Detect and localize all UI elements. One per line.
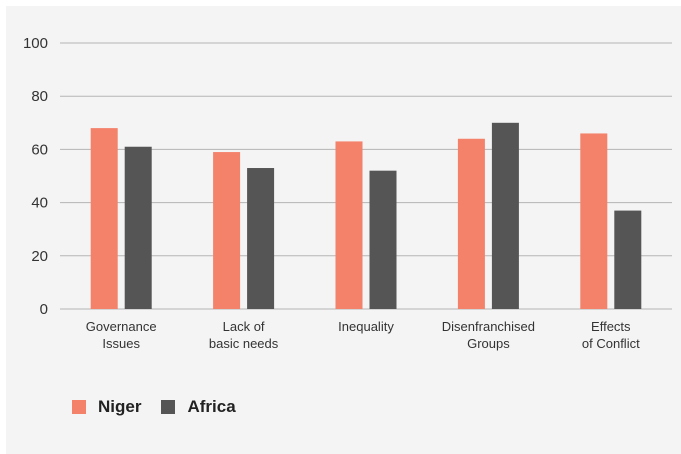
legend-item-niger: Niger (72, 397, 141, 417)
x-tick-label-governance-issues: Governance Issues (86, 319, 157, 351)
x-tick-label-disenfranchised-groups: Disenfranchised Groups (442, 319, 535, 351)
y-tick-label-60: 60 (31, 141, 48, 158)
x-tick-label-line: Lack of (223, 319, 265, 334)
bar-niger-governance-issues (90, 128, 118, 309)
x-tick-label-line: Disenfranchised (442, 319, 535, 334)
y-axis: 0 20 40 60 80 100 (23, 35, 48, 318)
bar-africa-inequality (369, 170, 397, 309)
bar-africa-effects-of-conflict (614, 210, 642, 309)
y-tick-label-100: 100 (23, 35, 48, 52)
x-tick-label-effects-of-conflict: Effects of Conflict (582, 319, 640, 351)
bar-niger-effects-of-conflict (580, 133, 608, 309)
bar-africa-lack-of-basic-needs (247, 168, 275, 309)
legend-label-niger: Niger (98, 397, 142, 416)
legend-item-africa: Africa (161, 397, 236, 417)
bar-niger-inequality (335, 141, 363, 309)
gridlines (60, 42, 672, 310)
bars (90, 122, 642, 309)
x-tick-label-line: Governance (86, 319, 157, 334)
bar-niger-lack-of-basic-needs (213, 152, 241, 309)
x-tick-label-lack-of-basic-needs: Lack of basic needs (209, 319, 279, 351)
legend-swatch-niger (72, 400, 86, 414)
y-tick-label-40: 40 (31, 195, 48, 212)
bar-africa-governance-issues (124, 146, 152, 309)
y-tick-label-0: 0 (40, 301, 48, 318)
x-tick-label-line: Effects (591, 319, 631, 334)
legend-swatch-africa (161, 400, 176, 414)
y-tick-label-20: 20 (31, 248, 48, 265)
x-tick-label-line: of Conflict (582, 336, 640, 351)
legend: Niger Africa (72, 397, 256, 417)
x-tick-label-line: Groups (467, 336, 510, 351)
x-tick-label-line: Issues (102, 336, 140, 351)
x-tick-label-inequality: Inequality (338, 319, 394, 334)
y-tick-label-80: 80 (31, 88, 48, 105)
legend-label-africa: Africa (187, 397, 236, 416)
x-tick-label-line: basic needs (209, 336, 279, 351)
x-tick-label-line: Inequality (338, 319, 394, 334)
x-axis: Governance Issues Lack of basic needs Inequa… (86, 319, 640, 351)
bar-niger-disenfranchised-groups (457, 138, 485, 309)
bar-africa-disenfranchised-groups (491, 122, 519, 309)
